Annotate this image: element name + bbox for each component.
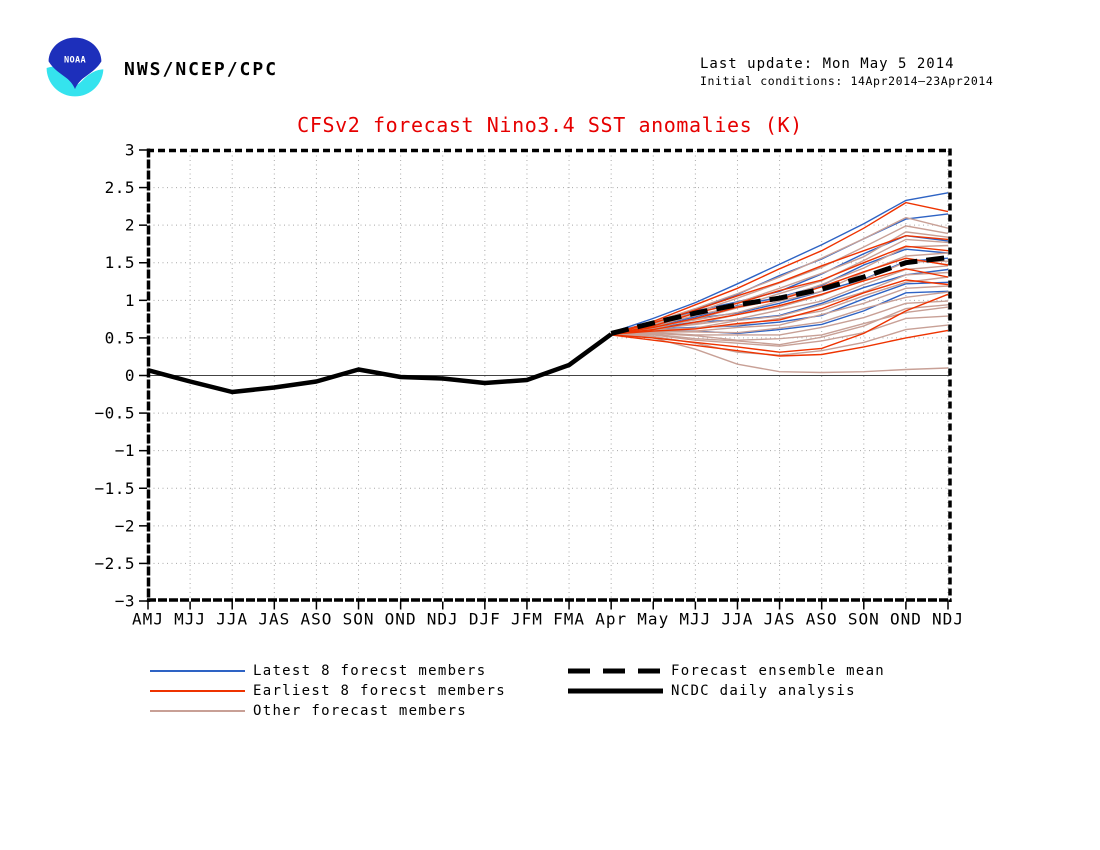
y-tick-label: −3: [115, 592, 135, 611]
legend-label-ncdc-analysis: NCDC daily analysis: [671, 683, 856, 699]
x-tick-label: JAS: [764, 610, 796, 629]
ensemble-mean-line: [610, 255, 949, 336]
y-tick-label: −1: [115, 441, 135, 460]
legend-label-earliest: Earliest 8 forecst members: [253, 683, 506, 699]
y-tick-label: 0.5: [105, 328, 135, 347]
legend-label-ensemble-mean: Forecast ensemble mean: [671, 663, 886, 679]
legend-line-observed-icon: [568, 688, 663, 694]
y-tick-label: −0.5: [94, 404, 135, 423]
y-tick-label: −1.5: [94, 479, 135, 498]
x-tick-label: JJA: [216, 610, 248, 629]
forecast-member-line-latest8: [610, 192, 949, 334]
y-tick-label: 1: [125, 291, 135, 310]
x-tick-label: FMA: [553, 610, 585, 629]
forecast-member-line-others: [611, 315, 949, 347]
x-tick-label: OND: [890, 610, 922, 629]
chart-title: CFSv2 forecast Nino3.4 SST anomalies (K): [297, 113, 803, 137]
noaa-logo-sky: [48, 37, 102, 90]
x-tick-label: DJF: [469, 610, 501, 629]
x-tick-label: ASO: [300, 610, 332, 629]
forecast-member-line-earliest8: [611, 279, 949, 335]
legend-row-earliest: Earliest 8 forecst members: [150, 681, 506, 701]
y-tick-label: −2.5: [94, 554, 135, 573]
forecast-member-line-others: [611, 285, 949, 335]
forecast-member-line-earliest8: [611, 268, 949, 335]
legend-line-latest-icon: [150, 670, 245, 672]
x-tick-label: NDJ: [427, 610, 459, 629]
x-tick-label: AMJ: [132, 610, 164, 629]
legend-members: Latest 8 forecst members Earliest 8 fore…: [150, 661, 506, 721]
legend-line-mean-icon: [568, 668, 663, 674]
x-tick-label: SON: [343, 610, 375, 629]
forecast-member-line-earliest8: [610, 201, 949, 335]
legend-row-ncdc-analysis: NCDC daily analysis: [568, 681, 885, 701]
x-tick-label: Apr: [595, 610, 627, 629]
legend-row-latest: Latest 8 forecst members: [150, 661, 506, 681]
noaa-logo: NOAA: [45, 37, 107, 97]
x-tick-label: MJJ: [679, 610, 711, 629]
forecast-member-line-others: [611, 291, 949, 335]
y-tick-label: 2: [125, 216, 135, 235]
forecast-member-line-earliest8: [611, 293, 949, 353]
y-tick-label: 1.5: [105, 253, 135, 272]
x-tick-label: May: [637, 610, 669, 629]
x-tick-label: ASO: [806, 610, 838, 629]
x-tick-label: OND: [385, 610, 417, 629]
forecast-member-line-others: [611, 324, 949, 356]
x-tick-label: MJJ: [174, 610, 206, 629]
agency-title: NWS/NCEP/CPC: [124, 59, 279, 80]
x-tick-label: JAS: [258, 610, 290, 629]
legend-row-others: Other forecast members: [150, 701, 506, 721]
forecast-member-line-earliest8: [611, 329, 949, 357]
forecast-member-line-others: [611, 225, 949, 335]
forecast-member-line-others: [611, 306, 949, 341]
forecast-member-line-others: [611, 276, 949, 335]
noaa-logo-text: NOAA: [64, 56, 86, 66]
observed-line: [147, 332, 613, 395]
forecast-member-line-others: [611, 300, 949, 336]
x-tick-label: JFM: [511, 610, 543, 629]
y-tick-label: −2: [115, 516, 135, 535]
legend-analysis: Forecast ensemble mean NCDC daily analys…: [568, 661, 885, 701]
last-update-text: Last update: Mon May 5 2014: [700, 56, 955, 72]
x-tick-label: SON: [848, 610, 880, 629]
legend-row-ensemble-mean: Forecast ensemble mean: [568, 661, 885, 681]
legend-label-others: Other forecast members: [253, 703, 468, 719]
x-tick-label: JJA: [722, 610, 754, 629]
legend-label-latest: Latest 8 forecst members: [253, 663, 487, 679]
legend-line-others-icon: [150, 710, 245, 712]
initial-conditions-text: Initial conditions: 14Apr2014—23Apr2014: [700, 74, 994, 88]
legend-line-earliest-icon: [150, 690, 245, 692]
y-tick-label: 0: [125, 366, 135, 385]
y-tick-label: 3: [125, 140, 135, 159]
x-tick-label: NDJ: [932, 610, 964, 629]
forecast-member-line-others: [611, 238, 949, 335]
forecast-member-line-others: [611, 304, 949, 346]
y-tick-label: 2.5: [105, 178, 135, 197]
